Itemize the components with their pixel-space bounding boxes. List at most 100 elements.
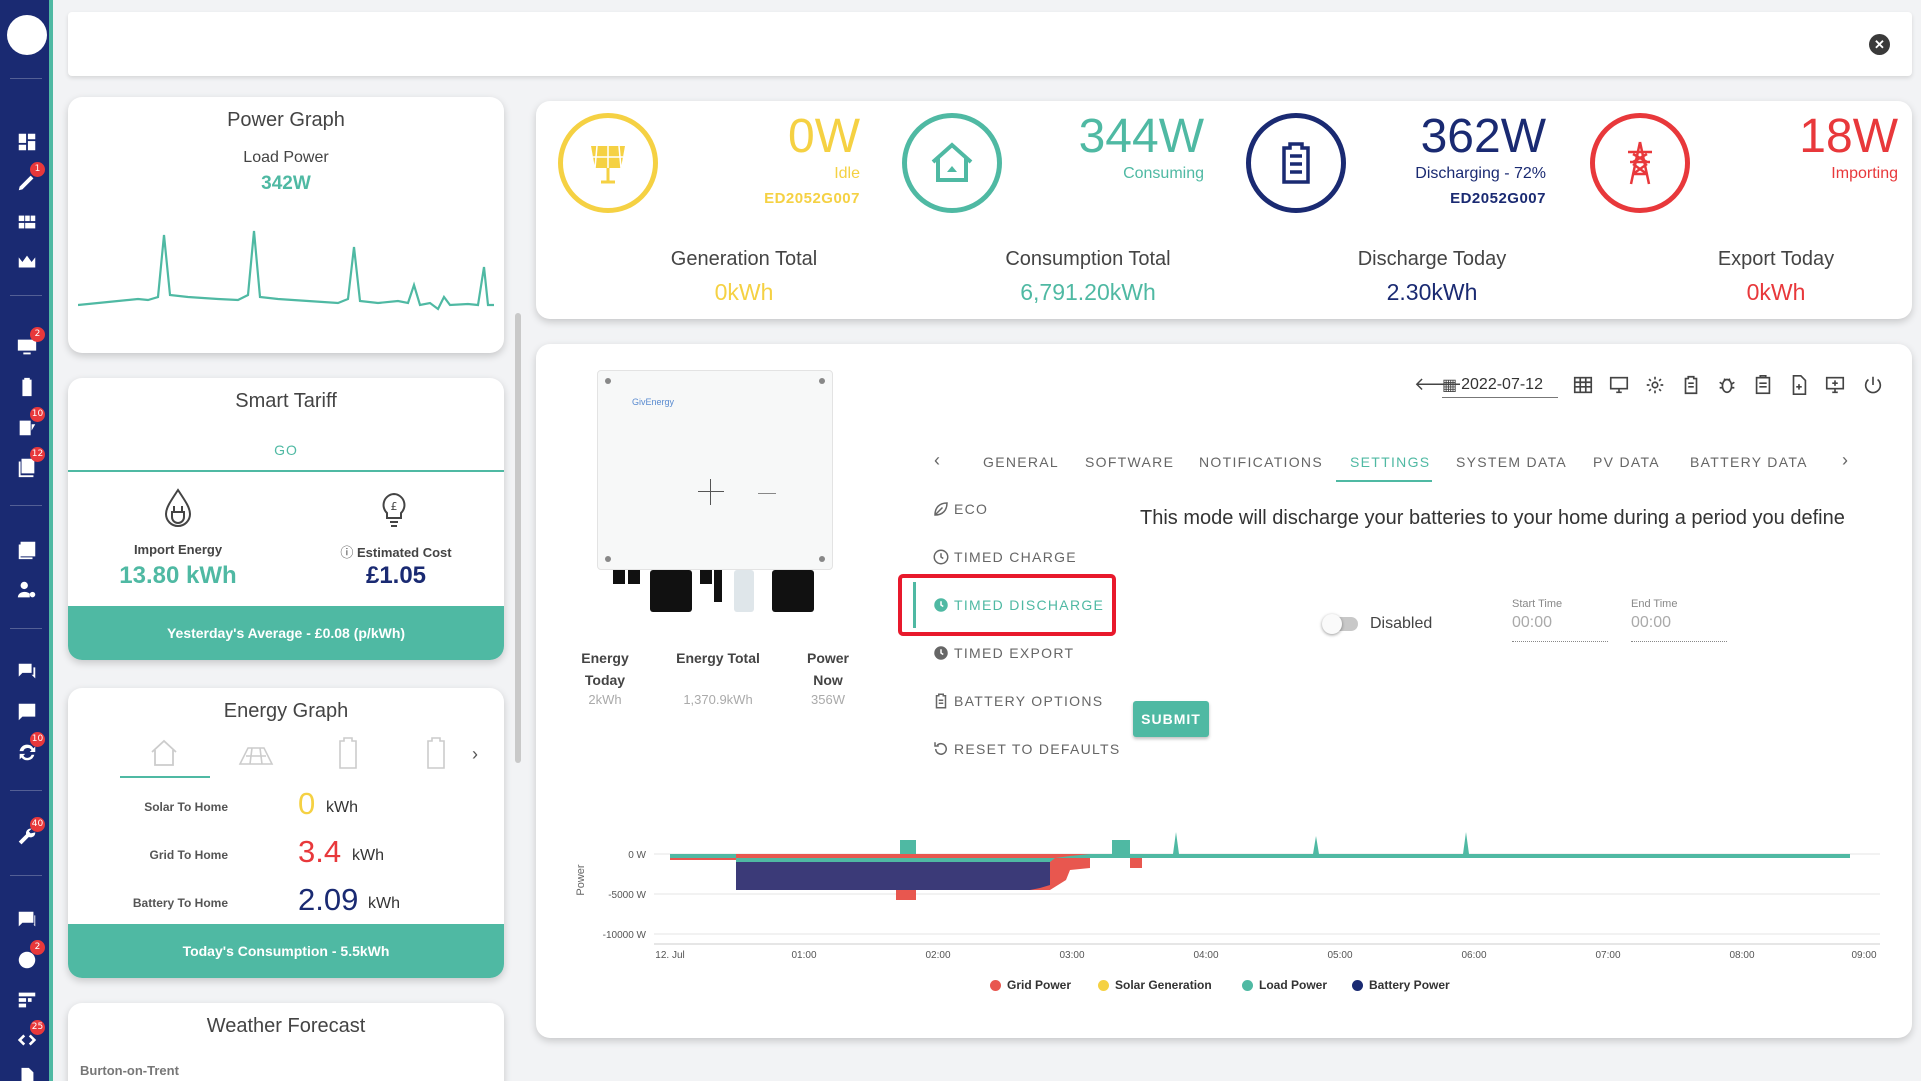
menu-timed-discharge-label: TIMED DISCHARGE (954, 597, 1105, 613)
feedback-icon[interactable] (15, 700, 39, 724)
dashboard-icon[interactable] (15, 130, 39, 154)
end-time-input[interactable]: 00:00 (1631, 614, 1727, 642)
chat-icon[interactable] (15, 660, 39, 684)
contacts-icon[interactable] (15, 538, 39, 562)
legend-label: Load Power (1259, 978, 1328, 992)
message-list-icon[interactable] (15, 908, 39, 932)
power-icon[interactable] (1862, 374, 1884, 396)
solar-home-icon[interactable] (238, 738, 274, 768)
grid-power-value: 18W (1799, 110, 1898, 163)
pencil-icon[interactable] (15, 170, 39, 194)
tariff-tab-go[interactable]: GO (274, 442, 298, 458)
sync-icon[interactable] (15, 740, 39, 764)
estimated-cost-text: Estimated Cost (356, 545, 452, 560)
file-icon[interactable] (15, 1065, 39, 1081)
chevron-right-icon[interactable]: › (472, 744, 478, 764)
menu-eco[interactable]: ECO (932, 500, 988, 518)
legend-solar-generation[interactable]: Solar Generation (1098, 978, 1212, 992)
energy-total-label: Energy Total (676, 650, 760, 666)
tabs-prev-icon[interactable]: ‹ (934, 450, 940, 470)
gear-icon[interactable] (1644, 374, 1666, 396)
tab-battery-data[interactable]: BATTERY DATA (1690, 454, 1808, 470)
x-tick-6: 06:00 (1461, 950, 1486, 961)
battery-outline-icon[interactable] (336, 736, 360, 770)
tab-notifications[interactable]: NOTIFICATIONS (1199, 454, 1323, 470)
export-today-label: Export Today (1717, 248, 1835, 270)
tabs-next-icon[interactable]: › (1842, 450, 1848, 470)
table-edit-icon[interactable] (15, 988, 39, 1012)
screw (605, 556, 611, 562)
user-avatar[interactable] (7, 15, 47, 55)
wrench-icon[interactable] (15, 825, 39, 849)
crown-icon[interactable] (15, 250, 39, 274)
battery-status: Discharging - 72% (1415, 165, 1546, 182)
rail-divider (10, 628, 42, 629)
close-icon[interactable]: ✕ (1869, 34, 1890, 55)
battery-device-id[interactable]: ED2052G007 (1450, 190, 1546, 207)
solar-device-id[interactable]: ED2052G007 (764, 190, 860, 207)
monitor-icon[interactable] (1608, 374, 1630, 396)
menu-timed-charge[interactable]: TIMED CHARGE (932, 548, 1077, 566)
tab-settings[interactable]: SETTINGS (1350, 454, 1431, 470)
menu-battery-options[interactable]: BATTERY OPTIONS (932, 692, 1103, 710)
rail-divider (10, 295, 42, 296)
screw (605, 378, 611, 384)
tab-software[interactable]: SOFTWARE (1085, 454, 1175, 470)
calendar-icon: ▦ (1442, 376, 1458, 394)
y-tick-2: -10000 W (603, 930, 647, 941)
submit-button[interactable]: SUBMIT (1133, 701, 1209, 737)
menu-reset-defaults[interactable]: RESET TO DEFAULTS (932, 740, 1121, 758)
tab-general[interactable]: GENERAL (983, 454, 1060, 470)
table-icon[interactable] (1572, 374, 1594, 396)
load-spike (1463, 832, 1469, 854)
generation-total-label: Generation Total (670, 248, 818, 270)
battery-icon[interactable] (15, 375, 39, 399)
charging-icon[interactable] (15, 415, 39, 439)
tab-system-data[interactable]: SYSTEM DATA (1456, 454, 1568, 470)
legend-battery-power[interactable]: Battery Power (1352, 978, 1450, 992)
clipboard-icon[interactable] (1752, 374, 1774, 396)
solar-circle (558, 113, 658, 213)
menu-timed-charge-label: TIMED CHARGE (954, 549, 1077, 565)
active-tab-indicator (1336, 480, 1432, 482)
start-time-input[interactable]: 00:00 (1512, 614, 1608, 642)
inverter-detail (698, 491, 724, 492)
legend-label: Grid Power (1007, 978, 1072, 992)
power-now-label: Power Now (806, 650, 849, 688)
energy-tab-indicator (120, 776, 210, 778)
screen-add-icon[interactable] (1824, 374, 1846, 396)
house-icon (931, 142, 973, 182)
rail-divider (10, 78, 42, 79)
documents-icon[interactable] (15, 455, 39, 479)
monitor-icon[interactable] (15, 335, 39, 359)
tab-pv-data[interactable]: PV DATA (1593, 454, 1660, 470)
export-today-value: 0kWh (1746, 279, 1806, 305)
load-power-label: Load Power (243, 149, 329, 166)
battery-outline-icon-2[interactable] (424, 736, 448, 770)
file-add-icon[interactable] (1788, 374, 1810, 396)
legend-load-power[interactable]: Load Power (1242, 978, 1327, 992)
stats-card: 0W Idle ED2052G007 344W Consuming 362W D… (536, 101, 1912, 319)
home-icon[interactable] (148, 738, 180, 768)
power-graph-card: Power Graph Load Power 342W (68, 97, 504, 353)
clock-solid-icon (934, 646, 948, 660)
legend-grid-power[interactable]: Grid Power (990, 978, 1071, 992)
bug-icon[interactable] (1716, 374, 1738, 396)
sidebar-scrollbar[interactable] (515, 313, 521, 763)
enable-toggle[interactable] (1322, 614, 1358, 634)
grid-icon[interactable] (15, 210, 39, 234)
menu-timed-discharge[interactable]: TIMED DISCHARGE (932, 596, 1104, 614)
pylon-icon (1628, 141, 1652, 185)
back-arrow-icon[interactable]: 🡐 (1414, 374, 1463, 394)
code-icon[interactable] (15, 1028, 39, 1052)
user-settings-icon[interactable] (15, 578, 39, 602)
load-power-area (670, 854, 1850, 862)
connector (613, 570, 625, 584)
alert-icon[interactable] (15, 948, 39, 972)
menu-timed-export[interactable]: TIMED EXPORT (932, 644, 1074, 662)
battery-tool-icon[interactable] (1680, 374, 1702, 396)
screw (819, 556, 825, 562)
solar-to-home-value: 0 (298, 786, 316, 821)
x-tick-2: 02:00 (925, 950, 950, 961)
date-picker[interactable]: ▦ 2022-07-12 (1442, 372, 1558, 398)
